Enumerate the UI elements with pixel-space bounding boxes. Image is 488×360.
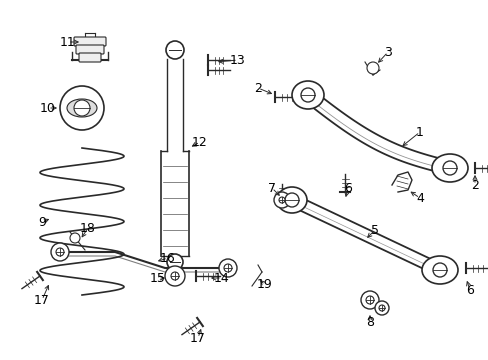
Circle shape — [224, 264, 231, 272]
Circle shape — [432, 263, 446, 277]
Text: 15: 15 — [150, 271, 165, 284]
Text: 11: 11 — [60, 36, 76, 49]
Text: 18: 18 — [80, 221, 96, 234]
FancyBboxPatch shape — [76, 45, 104, 54]
Circle shape — [56, 248, 64, 256]
Ellipse shape — [431, 154, 467, 182]
Text: 17: 17 — [190, 332, 205, 345]
Text: 16: 16 — [160, 252, 176, 265]
Text: 12: 12 — [192, 135, 207, 149]
Text: 2: 2 — [470, 179, 478, 192]
Ellipse shape — [67, 99, 97, 117]
Circle shape — [74, 100, 90, 116]
Circle shape — [366, 62, 378, 74]
Circle shape — [171, 272, 179, 280]
Circle shape — [374, 301, 388, 315]
Text: 5: 5 — [370, 224, 378, 237]
Circle shape — [365, 296, 373, 304]
Text: 17: 17 — [34, 293, 50, 306]
Circle shape — [285, 193, 298, 207]
Circle shape — [442, 161, 456, 175]
Text: 8: 8 — [365, 315, 373, 328]
Circle shape — [70, 233, 80, 243]
Circle shape — [279, 197, 285, 203]
Text: 14: 14 — [214, 271, 229, 284]
Text: 13: 13 — [230, 54, 245, 67]
Text: 2: 2 — [254, 81, 262, 95]
Text: 10: 10 — [40, 102, 56, 114]
Circle shape — [273, 192, 289, 208]
Circle shape — [219, 259, 237, 277]
Text: 3: 3 — [383, 45, 391, 59]
Text: 6: 6 — [344, 181, 351, 194]
Text: 19: 19 — [257, 279, 272, 292]
Ellipse shape — [421, 256, 457, 284]
Circle shape — [378, 305, 384, 311]
Circle shape — [60, 86, 104, 130]
Ellipse shape — [276, 187, 306, 213]
Circle shape — [360, 291, 378, 309]
Text: 9: 9 — [38, 216, 46, 229]
Circle shape — [167, 254, 183, 270]
Ellipse shape — [291, 81, 324, 109]
Text: 4: 4 — [415, 192, 423, 204]
Circle shape — [301, 88, 314, 102]
Circle shape — [164, 266, 184, 286]
FancyBboxPatch shape — [74, 37, 106, 46]
Circle shape — [165, 41, 183, 59]
Text: 7: 7 — [267, 181, 275, 194]
FancyBboxPatch shape — [79, 53, 101, 62]
Circle shape — [51, 243, 69, 261]
Text: 1: 1 — [415, 126, 423, 139]
Text: 6: 6 — [465, 284, 473, 297]
